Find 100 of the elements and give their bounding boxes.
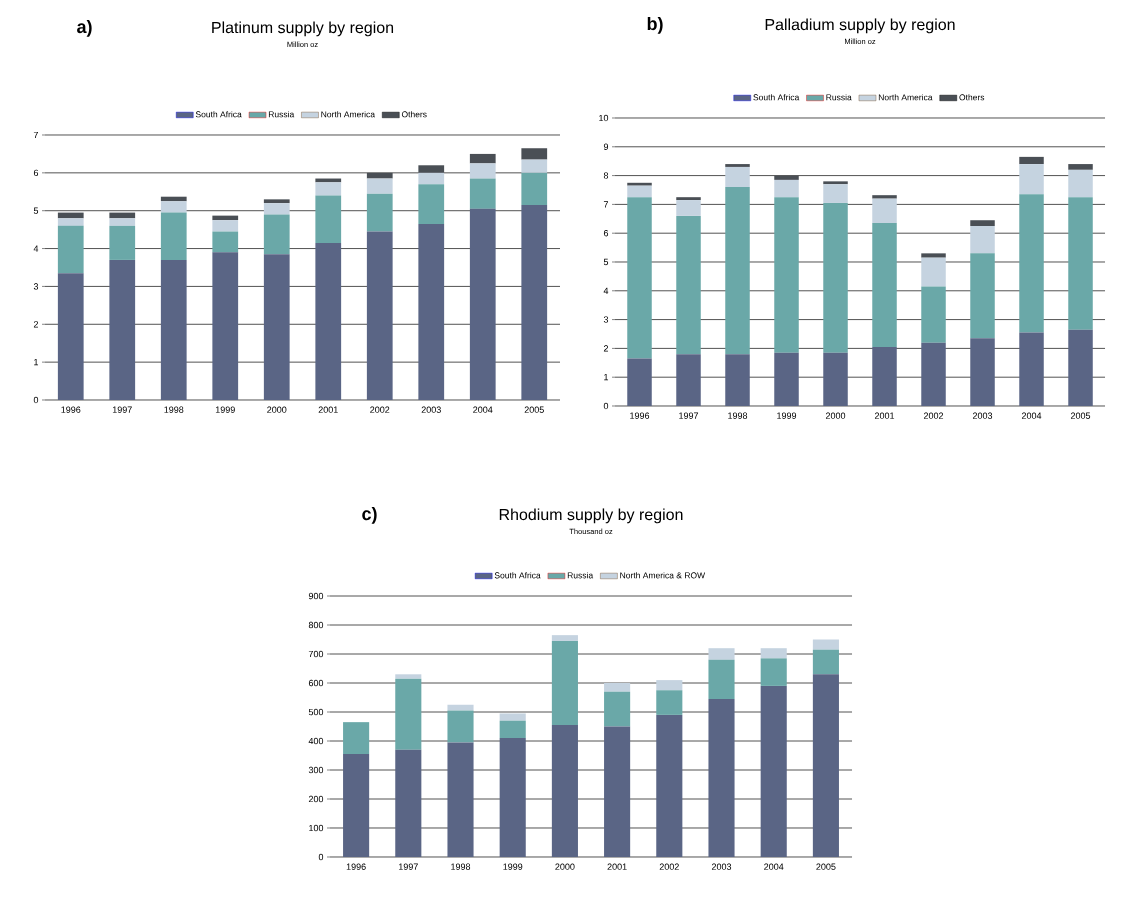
legend-label: North America [878,94,933,101]
x-tick-label: 2002 [659,863,679,870]
text: a) [77,19,92,37]
bar [725,354,750,406]
bar [263,203,290,215]
bar [676,215,701,355]
legend-label: Russia [567,572,594,579]
bar [521,159,548,173]
bar [263,199,290,204]
bar [823,181,848,185]
bar [774,352,799,406]
bar [366,193,393,232]
y-tick-label: 6 [603,230,609,237]
text: b) [647,16,663,34]
bar [921,253,946,258]
x-tick-label: 2000 [267,406,287,413]
y-tick-label: 6 [33,169,39,177]
x-tick-label: 2000 [825,412,846,419]
y-tick-label: 700 [308,650,324,658]
bar [499,720,526,739]
bar [872,346,897,406]
bar [447,742,474,857]
bar [521,205,548,400]
bar [1019,164,1044,195]
x-tick-label: 1997 [398,863,418,870]
bar [263,254,290,400]
y-tick-label: 1 [604,374,609,381]
x-tick-label: 2001 [318,406,338,413]
bar [676,200,701,216]
bar [812,639,839,650]
x-tick-label: 2004 [473,406,493,413]
bar [366,172,393,179]
y-tick-label: 0 [33,396,39,404]
bar [315,195,342,243]
x-tick-label: 2002 [923,412,944,419]
bar [823,184,848,203]
bar [160,212,187,260]
y-tick-label: 4 [33,245,39,252]
y-tick-label: 4 [603,287,609,294]
y-tick-label: 3 [33,283,39,290]
bar [366,231,393,400]
bar [212,220,239,232]
bar [676,197,701,201]
chart-title: Rhodium supply by region [499,508,683,524]
y-tick-label: 500 [308,708,324,716]
x-tick-label: 2005 [524,406,544,413]
bar [774,197,799,353]
x-tick-label: 1996 [630,412,650,419]
bar [872,198,897,224]
legend-label: North America [321,111,375,118]
bar [725,164,750,167]
bar [604,683,631,692]
bar [970,220,995,226]
y-tick-label: 5 [603,258,609,266]
legend-label: Russia [826,94,852,101]
bar [872,223,897,347]
y-tick-label: 10 [599,114,609,122]
bar [760,648,787,659]
legend-label: Russia [268,111,295,118]
legend-label: South Africa [494,572,541,579]
y-tick-label: 3 [603,316,609,323]
y-tick-label: 5 [33,207,39,214]
bar [418,172,445,185]
bar [970,253,995,339]
bar [725,187,750,355]
x-tick-label: 2003 [711,863,732,870]
y-tick-label: 200 [308,795,324,803]
bar [315,182,342,196]
bar [109,225,136,260]
legend-label: Others [401,111,427,118]
bar [57,218,84,226]
bar [1019,156,1044,165]
bar [921,342,946,406]
bar [627,358,652,406]
x-tick-label: 1998 [164,406,184,413]
bar [447,704,474,711]
bar [1068,197,1093,330]
bar [469,163,496,179]
y-tick-label: 600 [308,679,324,687]
text: c) [362,506,377,524]
x-tick-label: 1999 [503,863,523,870]
bar [469,178,496,209]
bar [656,680,683,691]
x-tick-label: 2004 [1021,412,1042,419]
bar [823,352,848,406]
bar [395,678,422,750]
x-tick-label: 2003 [972,412,993,419]
bar [469,153,496,164]
y-tick-label: 300 [308,766,324,774]
legend-label: North America & ROW [620,572,706,579]
x-tick-label: 1996 [346,863,366,870]
bar [1019,194,1044,333]
bar [551,725,578,857]
bar [725,166,750,188]
x-tick-label: 2003 [421,406,441,413]
bar [160,201,187,213]
bar [627,185,652,198]
x-tick-label: 1997 [679,412,699,419]
bar [418,184,445,224]
x-tick-label: 1999 [777,412,797,419]
